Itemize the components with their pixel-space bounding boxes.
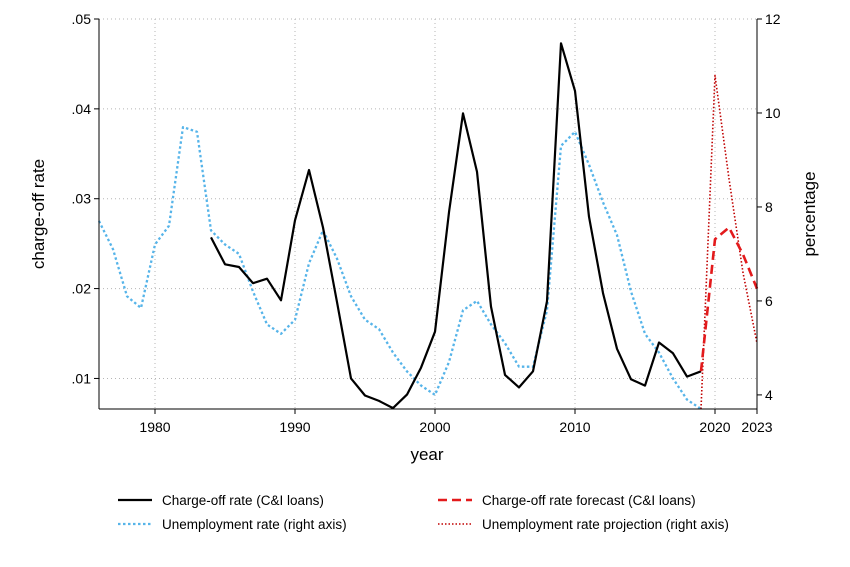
legend-item-unemployment-projection: Unemployment rate projection (right axis… xyxy=(438,517,758,532)
x-tick-label: 2020 xyxy=(699,419,730,435)
y-right-tick-label: 4 xyxy=(765,387,773,403)
y-right-tick-label: 8 xyxy=(765,199,773,215)
line-charge-off-rate xyxy=(210,42,702,410)
series-lines xyxy=(97,42,759,410)
legend-item-unemployment: Unemployment rate (right axis) xyxy=(118,517,438,532)
right-axis-title: percentage xyxy=(800,171,819,256)
line-charge-off-forecast xyxy=(699,226,759,372)
y-left-tick-label: .04 xyxy=(72,101,92,117)
axes xyxy=(94,18,762,414)
legend-label-unemployment: Unemployment rate (right axis) xyxy=(162,516,347,532)
legend-swatch-unemployment-projection xyxy=(438,523,472,525)
legend-label-unemployment-projection: Unemployment rate projection (right axis… xyxy=(482,516,729,532)
x-tick-label: 1990 xyxy=(279,419,310,435)
y-right-tick-label: 12 xyxy=(765,11,781,27)
y-left-tick-label: .05 xyxy=(72,11,92,27)
x-axis-title: year xyxy=(410,445,443,464)
y-left-tick-label: .03 xyxy=(72,191,92,207)
y-left-tick-label: .02 xyxy=(72,281,92,297)
legend-item-charge-off: Charge-off rate (C&I loans) xyxy=(118,493,438,508)
legend: Charge-off rate (C&I loans) Charge-off r… xyxy=(118,488,758,536)
plot-background xyxy=(99,19,757,409)
legend-label-charge-off: Charge-off rate (C&I loans) xyxy=(162,492,324,508)
legend-row: Charge-off rate (C&I loans) Charge-off r… xyxy=(118,488,758,512)
x-tick-label: 2000 xyxy=(419,419,450,435)
legend-item-charge-off-forecast: Charge-off rate forecast (C&I loans) xyxy=(438,493,758,508)
tick-labels: 1980 1990 2000 2010 2020 2023 .01 .02 .03 .04 .05 4… xyxy=(72,11,781,435)
y-left-tick-label: .01 xyxy=(72,370,92,386)
legend-swatch-unemployment xyxy=(118,522,152,526)
left-axis-title: charge-off rate xyxy=(29,159,48,269)
y-right-tick-label: 6 xyxy=(765,293,773,309)
grid-lines xyxy=(99,18,757,409)
line-unemployment-projection xyxy=(700,74,758,410)
legend-swatch-charge-off-forecast xyxy=(438,498,472,502)
x-tick-label: 1980 xyxy=(139,419,170,435)
legend-label-charge-off-forecast: Charge-off rate forecast (C&I loans) xyxy=(482,492,696,508)
legend-swatch-charge-off xyxy=(118,498,152,502)
legend-row: Unemployment rate (right axis) Unemploym… xyxy=(118,512,758,536)
y-right-tick-label: 10 xyxy=(765,105,781,121)
x-tick-label: 2010 xyxy=(559,419,590,435)
x-tick-label: 2023 xyxy=(741,419,772,435)
